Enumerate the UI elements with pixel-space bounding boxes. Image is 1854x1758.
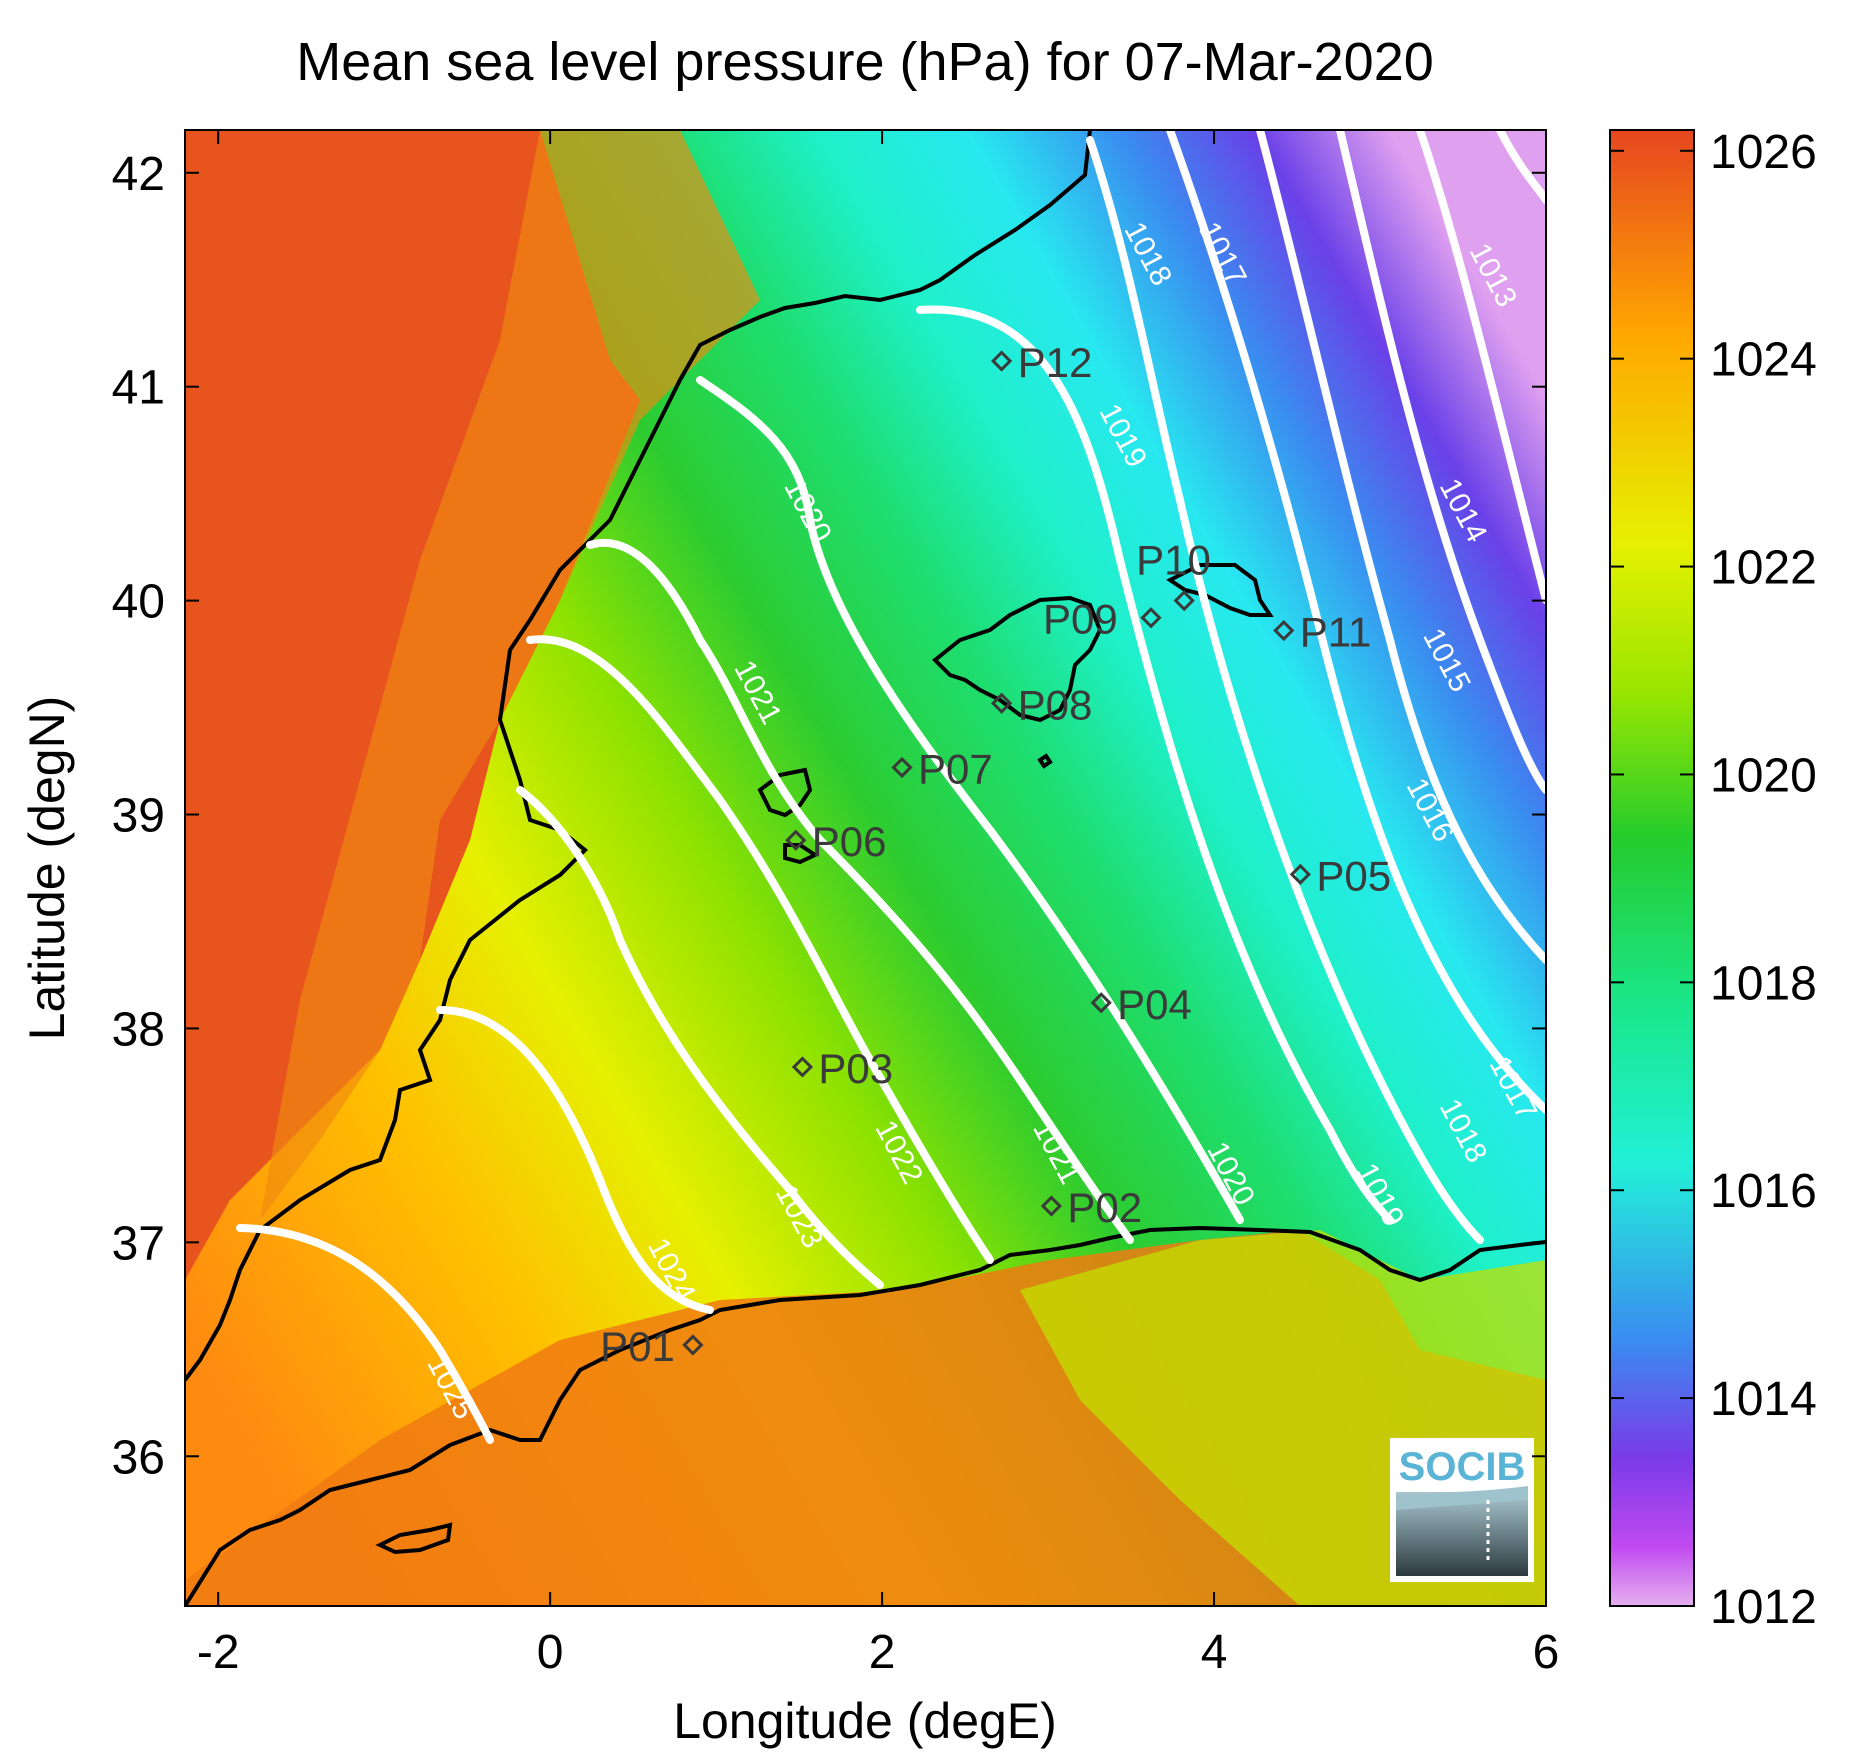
- x-tick-label: 4: [1201, 1626, 1228, 1679]
- site-point-p03: P03: [791, 1045, 893, 1092]
- isobars: [236, 130, 1546, 1444]
- site-point-p05: P05: [1289, 852, 1391, 899]
- site-points: P01 P02 P03 P04 P05 P06 P07 P08 P09 P10 P11 P12: [600, 339, 1391, 1370]
- y-tick-label: 37: [112, 1217, 165, 1270]
- site-point-p04: P04: [1090, 981, 1192, 1028]
- colorbar-tick-label: 1012: [1710, 1581, 1817, 1634]
- site-marker: [682, 1334, 704, 1356]
- isobar-1023: [516, 786, 884, 1289]
- map-frame: [184, 129, 1547, 1607]
- y-axis: 42 41 40 39 38 37 36: [112, 148, 1546, 1484]
- y-tick-label: 36: [112, 1431, 165, 1484]
- colorbar: 1026 1024 1022 1020 1018 1016 1014 1012: [1609, 126, 1817, 1634]
- map-area: 1013101410151016101710181019102010211022…: [185, 130, 1546, 1606]
- x-tick-label: 0: [537, 1626, 564, 1679]
- isobar-1016: [1256, 130, 1546, 964]
- y-tick-label: 41: [112, 362, 165, 415]
- isobar-1018: [1086, 136, 1484, 1244]
- isobar-1020: [696, 376, 1244, 1224]
- site-point-p10: P10: [1136, 537, 1211, 612]
- site-marker: [1173, 590, 1195, 612]
- colorbar-tick-label: 1020: [1710, 749, 1817, 802]
- isobar-1025: [236, 1224, 494, 1444]
- site-marker: [990, 350, 1013, 372]
- site-marker: [891, 756, 913, 779]
- isobar-1013: [1496, 130, 1546, 204]
- site-point-p06: P06: [785, 818, 887, 865]
- isobar-1024: [436, 1006, 714, 1314]
- site-label: P11: [1300, 609, 1372, 656]
- site-marker: [1140, 607, 1162, 629]
- isobar-1022: [526, 635, 994, 1264]
- x-tick-label: -2: [197, 1626, 240, 1679]
- site-label: P07: [918, 745, 993, 792]
- socib-logo-text: SOCIB: [1399, 1445, 1526, 1489]
- site-marker: [990, 692, 1013, 714]
- colorbar-gradient: [1609, 129, 1695, 1607]
- coastline: [185, 130, 1546, 1606]
- isobar-1019: [916, 305, 1394, 1224]
- x-tick-label: 2: [869, 1626, 896, 1679]
- site-point-p07: P07: [891, 745, 993, 792]
- x-axis-label: Longitude (degE): [673, 1693, 1057, 1749]
- site-point-p08: P08: [990, 681, 1093, 728]
- site-label: P04: [1117, 981, 1192, 1028]
- x-tick-label: 6: [1533, 1626, 1560, 1679]
- site-marker: [791, 1056, 814, 1078]
- site-marker: [1090, 992, 1112, 1014]
- colorbar-tick-label: 1014: [1710, 1373, 1817, 1426]
- land-iberia-inner: [260, 130, 760, 1220]
- site-label: P03: [818, 1045, 893, 1092]
- site-label: P06: [812, 818, 887, 865]
- colorbar-tick-label: 1022: [1710, 542, 1817, 595]
- site-label: P02: [1067, 1184, 1142, 1231]
- site-point-p02: P02: [1040, 1184, 1142, 1231]
- x-axis: -2 0 2 4 6: [197, 130, 1560, 1679]
- site-label: P08: [1018, 681, 1093, 728]
- socib-logo: SOCIB: [1390, 1438, 1534, 1582]
- site-point-p12: P12: [990, 339, 1093, 386]
- isobar-1014: [1416, 130, 1546, 604]
- site-label: P12: [1018, 339, 1093, 386]
- site-marker: [785, 829, 807, 851]
- site-marker: [1040, 1195, 1062, 1217]
- colorbar-tick-label: 1018: [1710, 957, 1817, 1010]
- y-tick-label: 39: [112, 790, 165, 843]
- isobar-1021: [586, 539, 1134, 1244]
- site-point-p01: P01: [600, 1323, 704, 1370]
- colorbar-ticks: 1026 1024 1022 1020 1018 1016 1014 1012: [1610, 126, 1817, 1634]
- site-point-p09: P09: [1043, 596, 1162, 643]
- y-tick-label: 42: [112, 148, 165, 201]
- site-label: P09: [1043, 596, 1118, 643]
- site-label: P10: [1136, 537, 1211, 584]
- colorbar-tick-label: 1024: [1710, 334, 1817, 387]
- isobar-1017: [1166, 130, 1546, 1114]
- site-point-p11: P11: [1273, 609, 1372, 656]
- isobar-1015: [1336, 130, 1546, 794]
- chart-title: Mean sea level pressure (hPa) for 07-Mar…: [296, 32, 1434, 92]
- y-axis-label: Latitude (degN): [19, 696, 75, 1041]
- site-label: P05: [1316, 852, 1391, 899]
- site-marker: [1273, 619, 1295, 642]
- y-tick-label: 38: [112, 1003, 165, 1056]
- site-marker: [1289, 863, 1311, 886]
- colorbar-tick-label: 1026: [1710, 126, 1817, 179]
- colorbar-tick-label: 1016: [1710, 1165, 1817, 1218]
- site-label: P01: [600, 1323, 675, 1370]
- y-tick-label: 40: [112, 576, 165, 629]
